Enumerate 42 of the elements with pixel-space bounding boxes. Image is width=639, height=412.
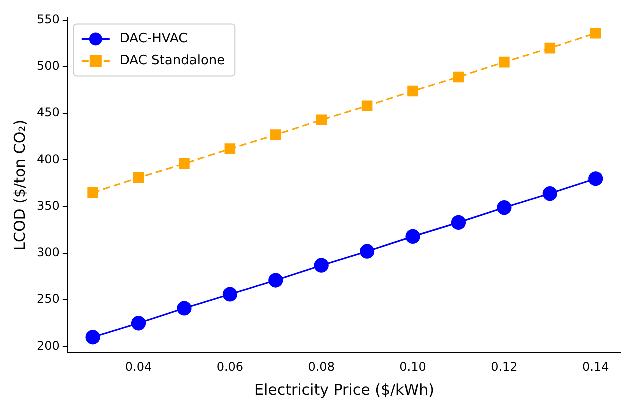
y-tick-label: 250 <box>37 292 60 306</box>
y-axis-title: LCOD ($/ton CO₂) <box>10 120 29 251</box>
x-tick-label: 0.14 <box>582 360 610 374</box>
x-tick-label: 0.06 <box>216 360 244 374</box>
x-tick-label: 0.08 <box>308 360 335 374</box>
point <box>406 229 420 244</box>
point <box>362 100 373 112</box>
point <box>177 301 192 316</box>
point <box>544 42 556 54</box>
point <box>314 258 329 273</box>
point <box>542 186 558 202</box>
y-tick-label: 550 <box>37 12 60 26</box>
point <box>360 244 375 259</box>
point <box>408 86 418 97</box>
point <box>268 273 284 288</box>
point <box>131 316 146 331</box>
point <box>497 200 512 216</box>
point <box>499 56 510 68</box>
x-axis-title: Electricity Price ($/kWh) <box>254 380 434 399</box>
point <box>590 28 602 39</box>
point <box>453 72 464 83</box>
legend-label: DAC-HVAC <box>120 32 188 47</box>
point <box>133 172 144 184</box>
point <box>86 330 100 345</box>
x-tick-label: 0.04 <box>125 360 152 374</box>
y-tick-label: 300 <box>37 246 60 260</box>
point <box>451 215 466 230</box>
point <box>316 114 327 126</box>
y-tick-label: 400 <box>37 152 60 166</box>
y-tick-label: 350 <box>37 198 60 213</box>
y-tick-label: 450 <box>37 106 60 120</box>
point <box>88 187 98 198</box>
x-tick-label: 0.12 <box>491 360 518 374</box>
y-tick-label: 500 <box>37 59 60 74</box>
point <box>179 158 190 170</box>
legend-label: DAC Standalone <box>120 54 226 69</box>
point <box>270 130 282 140</box>
x-tick-label: 0.10 <box>400 360 426 374</box>
point <box>224 144 236 154</box>
point <box>588 172 604 186</box>
y-tick-label: 200 <box>37 338 60 353</box>
point <box>222 287 238 302</box>
